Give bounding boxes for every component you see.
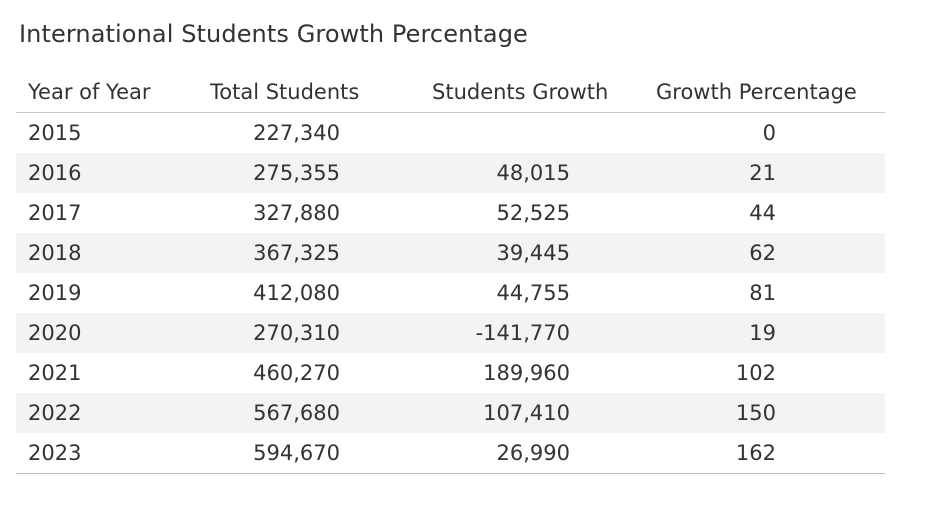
column-header-year[interactable]: Year of Year (28, 80, 151, 104)
cell-students-growth: 48,015 (496, 161, 570, 185)
cell-year: 2016 (28, 161, 82, 185)
cell-students-growth: 44,755 (496, 281, 570, 305)
cell-students-growth: 52,525 (496, 201, 570, 225)
row-band-year (16, 153, 176, 193)
cell-total-students: 460,270 (253, 361, 340, 385)
cell-year: 2017 (28, 201, 82, 225)
cell-total-students: 412,080 (253, 281, 340, 305)
row-band-year (16, 233, 176, 273)
cell-growth-percentage: 102 (735, 361, 776, 385)
data-table: Year of Year Total Students Students Gro… (16, 72, 885, 474)
cell-year: 2020 (28, 321, 82, 345)
table-body: 2015 227,340 0 2016 275,355 48,015 21 2017 327,8… (16, 113, 885, 474)
header-divider (16, 112, 885, 113)
row-band (176, 233, 885, 273)
row-band-year (16, 313, 176, 353)
cell-growth-percentage: 62 (749, 241, 776, 265)
cell-students-growth: 39,445 (496, 241, 570, 265)
table-bottom-divider (16, 473, 885, 474)
table-header: Year of Year Total Students Students Gro… (16, 72, 885, 113)
cell-year: 2019 (28, 281, 82, 305)
cell-year: 2021 (28, 361, 82, 385)
cell-year: 2015 (28, 121, 82, 145)
table-row[interactable]: 2020 270,310 -141,770 19 (16, 313, 885, 353)
cell-year: 2023 (28, 441, 82, 465)
cell-students-growth: 107,410 (483, 401, 570, 425)
table-row[interactable]: 2017 327,880 52,525 44 (16, 193, 885, 233)
table-row[interactable]: 2016 275,355 48,015 21 (16, 153, 885, 193)
table-row[interactable]: 2023 594,670 26,990 162 (16, 433, 885, 473)
cell-total-students: 567,680 (253, 401, 340, 425)
row-band (176, 313, 885, 353)
row-band (176, 393, 885, 433)
page-title: International Students Growth Percentage (19, 20, 528, 48)
column-header-students-growth[interactable]: Students Growth (432, 80, 609, 104)
cell-growth-percentage: 150 (735, 401, 776, 425)
cell-total-students: 594,670 (253, 441, 340, 465)
cell-growth-percentage: 44 (749, 201, 776, 225)
cell-total-students: 270,310 (253, 321, 340, 345)
cell-total-students: 367,325 (253, 241, 340, 265)
cell-growth-percentage: 0 (762, 121, 776, 145)
cell-year: 2022 (28, 401, 82, 425)
row-band (176, 153, 885, 193)
cell-students-growth: 189,960 (483, 361, 570, 385)
cell-students-growth: -141,770 (475, 321, 570, 345)
table-row[interactable]: 2021 460,270 189,960 102 (16, 353, 885, 393)
column-header-total-students[interactable]: Total Students (210, 80, 360, 104)
table-row[interactable]: 2019 412,080 44,755 81 (16, 273, 885, 313)
cell-students-growth: 26,990 (496, 441, 570, 465)
cell-growth-percentage: 19 (749, 321, 776, 345)
cell-year: 2018 (28, 241, 82, 265)
column-header-growth-percentage[interactable]: Growth Percentage (656, 80, 857, 104)
table-row[interactable]: 2022 567,680 107,410 150 (16, 393, 885, 433)
table-row[interactable]: 2015 227,340 0 (16, 113, 885, 153)
cell-total-students: 327,880 (253, 201, 340, 225)
cell-total-students: 275,355 (253, 161, 340, 185)
cell-growth-percentage: 21 (749, 161, 776, 185)
row-band-year (16, 393, 176, 433)
cell-growth-percentage: 162 (735, 441, 776, 465)
cell-total-students: 227,340 (253, 121, 340, 145)
table-row[interactable]: 2018 367,325 39,445 62 (16, 233, 885, 273)
cell-growth-percentage: 81 (749, 281, 776, 305)
